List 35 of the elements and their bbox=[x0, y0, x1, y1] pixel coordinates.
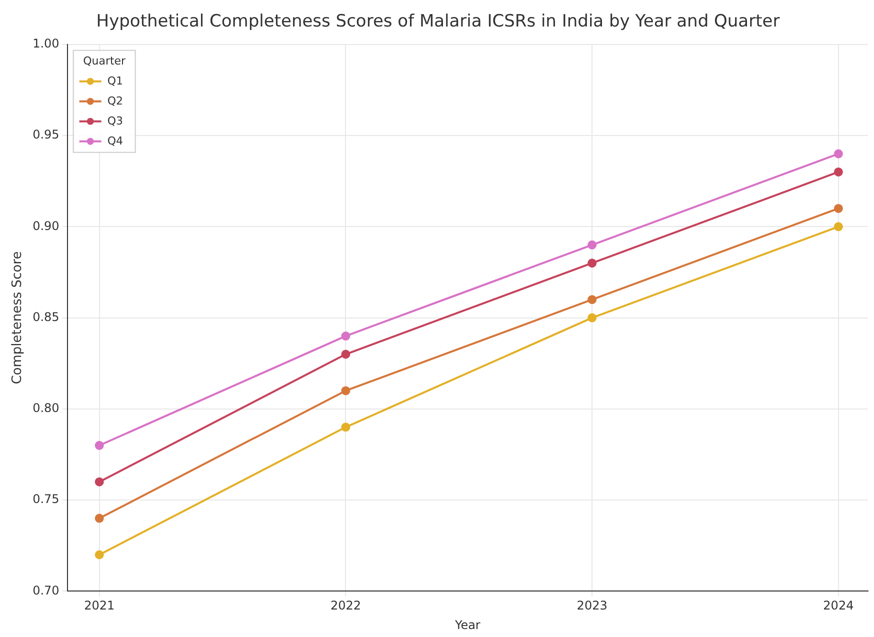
legend-label: Q1 bbox=[107, 74, 123, 88]
point bbox=[94, 514, 104, 523]
point bbox=[588, 313, 597, 322]
point bbox=[94, 477, 104, 486]
point bbox=[94, 440, 104, 450]
point bbox=[588, 258, 597, 268]
y-tick-label: 1.00 bbox=[32, 36, 60, 51]
x-tick-label: 2021 bbox=[84, 598, 115, 613]
point bbox=[341, 332, 350, 341]
y-tick-label: 0.85 bbox=[32, 310, 60, 324]
y-axis-title: Completeness Score bbox=[10, 251, 26, 384]
point bbox=[834, 149, 843, 158]
legend-label: Q4 bbox=[107, 134, 123, 148]
y-tick-label: 0.75 bbox=[32, 492, 60, 506]
point bbox=[834, 204, 843, 213]
y-tick-label: 0.90 bbox=[32, 218, 60, 233]
point bbox=[588, 295, 597, 304]
y-tick-label: 0.70 bbox=[32, 583, 60, 598]
x-tick-label: 2022 bbox=[330, 598, 361, 613]
point bbox=[341, 422, 350, 432]
x-axis-title: Year bbox=[454, 618, 480, 632]
x-tick-label: 2024 bbox=[823, 598, 854, 613]
chart-title: Hypothetical Completeness Scores of Malaria ICSRs in India by Year and Quarter bbox=[96, 12, 780, 32]
legend-label: Q2 bbox=[107, 94, 123, 108]
point bbox=[834, 222, 843, 232]
y-tick-label: 0.95 bbox=[32, 128, 60, 142]
point bbox=[94, 550, 104, 560]
legend-title: Quarter bbox=[83, 54, 126, 68]
point bbox=[341, 386, 350, 396]
point bbox=[834, 167, 843, 176]
point bbox=[588, 240, 597, 250]
point bbox=[341, 350, 350, 359]
legend-label: Q3 bbox=[107, 114, 123, 128]
y-tick-label: 0.80 bbox=[32, 401, 60, 416]
x-tick-label: 2023 bbox=[576, 598, 608, 613]
